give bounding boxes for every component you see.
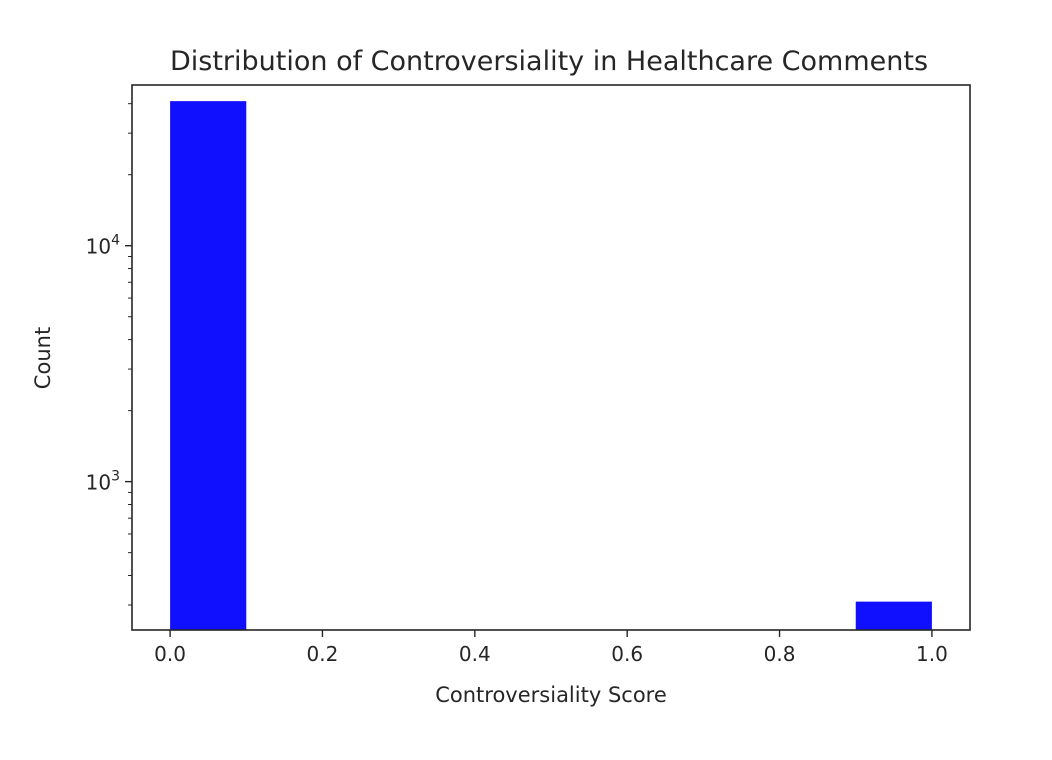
x-tick-label-2: 0.4 (459, 642, 491, 666)
y-tick-label-exponent: 4 (111, 233, 120, 249)
x-tick-label-4: 0.8 (764, 642, 796, 666)
y-tick-label-base: 10 (86, 471, 111, 495)
histogram-bar-1 (855, 601, 932, 630)
bars-layer (170, 101, 932, 631)
x-axis-label: Controversiality Score (435, 683, 667, 707)
x-tick-label-5: 1.0 (916, 642, 948, 666)
x-tick-label-0: 0.0 (154, 642, 186, 666)
histogram-bar-0 (170, 101, 247, 631)
x-axis: 0.0 0.2 0.4 0.6 0.8 1.0 (154, 630, 948, 666)
x-tick-label-1: 0.2 (307, 642, 339, 666)
plot-frame (131, 84, 971, 631)
y-tick-label-1: 104 (86, 233, 120, 259)
x-tick-label-3: 0.6 (611, 642, 643, 666)
y-axis-label: Count (31, 327, 55, 389)
y-tick-label-base: 10 (86, 235, 111, 259)
y-tick-label-exponent: 3 (111, 469, 120, 485)
chart-title: Distribution of Controversiality in Heal… (170, 46, 928, 77)
y-tick-label-0: 103 (86, 469, 120, 495)
